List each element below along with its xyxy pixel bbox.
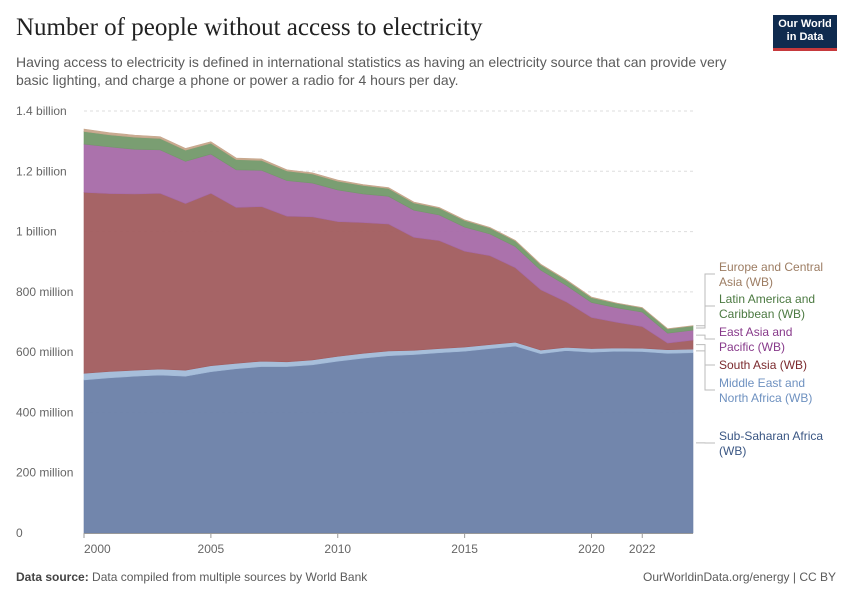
y-tick-label: 600 million [16, 345, 73, 359]
data-source: Data source: Data compiled from multiple… [16, 570, 367, 584]
x-tick-label: 2000 [84, 542, 111, 556]
area-series [83, 128, 694, 534]
legend-label[interactable]: Europe and Central Asia (WB) [719, 260, 823, 289]
x-tick-label: 2010 [324, 542, 351, 556]
x-tick-label: 2015 [451, 542, 478, 556]
chart-subtitle: Having access to electricity is defined … [16, 54, 727, 88]
legend-connector [696, 334, 715, 340]
legend-label[interactable]: East Asia and Pacific (WB) [719, 325, 792, 354]
y-tick-label: 1 billion [16, 225, 57, 239]
legend-label[interactable]: Middle East and North Africa (WB) [719, 376, 812, 405]
logo-line-2: in Data [786, 31, 824, 43]
data-source-label: Data source: [16, 570, 89, 584]
x-tick-label: 2020 [578, 542, 605, 556]
axes: 0 200 million 400 million 600 million 800 mi… [16, 104, 693, 556]
data-source-text: Data compiled from multiple sources by W… [92, 570, 368, 584]
y-tick-label: 400 million [16, 405, 73, 419]
logo-line-1: Our World [778, 18, 832, 30]
y-tick-label: 1.4 billion [16, 104, 67, 118]
owid-logo[interactable]: Our World in Data [773, 15, 837, 51]
legend-connector [696, 273, 715, 327]
area-europe-and-central-asia-wb[interactable] [83, 128, 694, 330]
y-tick-label: 200 million [16, 466, 73, 480]
x-tick-label: 2005 [198, 542, 225, 556]
legend-label[interactable]: Sub-Saharan Africa (WB) [719, 429, 823, 458]
y-tick-label: 1.2 billion [16, 164, 67, 178]
legend-connector [696, 305, 715, 329]
credit-link[interactable]: OurWorldinData.org/energy | CC BY [643, 570, 836, 584]
y-tick-label: 800 million [16, 285, 73, 299]
legend: Europe and Central Asia (WB) Latin America… [696, 260, 823, 458]
x-tick-label: 2022 [629, 542, 656, 556]
legend-label[interactable]: South Asia (WB) [719, 358, 807, 372]
chart-title: Number of people without access to elect… [16, 14, 483, 41]
legend-connector [696, 350, 715, 391]
y-tick-label: 0 [16, 526, 23, 540]
legend-label[interactable]: Latin America and Caribbean (WB) [719, 292, 815, 321]
